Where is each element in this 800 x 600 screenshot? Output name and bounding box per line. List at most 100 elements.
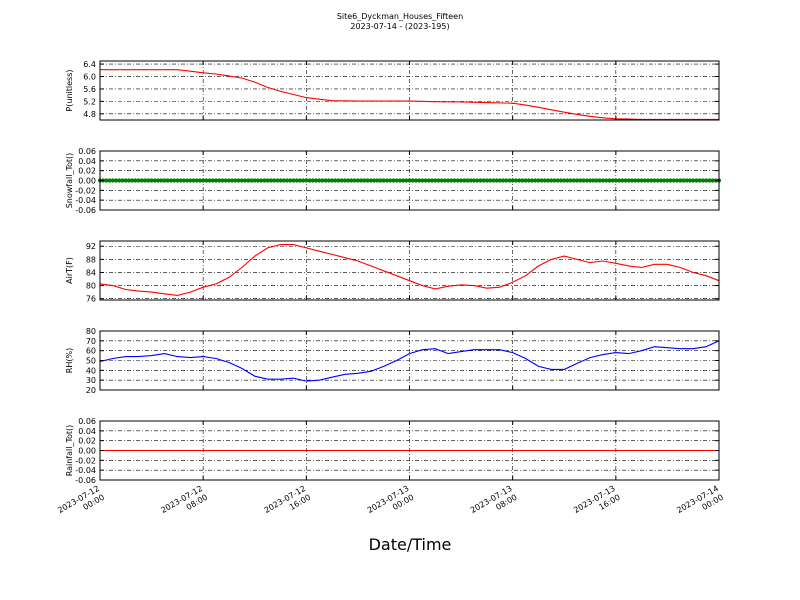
data-point (284, 178, 290, 183)
data-point (181, 178, 186, 183)
data-point (362, 178, 367, 183)
data-point (442, 178, 448, 183)
data-point (571, 178, 577, 183)
data-point (313, 178, 319, 183)
data-point (323, 178, 328, 183)
data-point (220, 178, 225, 183)
data-point (178, 178, 183, 183)
data-point (529, 178, 535, 183)
data-point (226, 178, 232, 183)
y-tick-label: 4.8 (83, 110, 96, 119)
data-point (159, 178, 164, 183)
data-point (491, 178, 496, 183)
data-point (139, 178, 145, 183)
data-point (600, 178, 606, 183)
data-point (500, 178, 506, 183)
data-point (149, 178, 154, 183)
data-point (616, 178, 622, 183)
data-point (558, 178, 564, 183)
data-point (704, 178, 709, 183)
y-tick-label: 50 (86, 357, 96, 366)
data-point (423, 178, 428, 183)
data-point (645, 178, 651, 183)
data-point (707, 178, 712, 183)
data-point (388, 178, 393, 183)
data-point (155, 178, 161, 183)
y-tick-label: 0.04 (78, 157, 96, 166)
data-point (252, 178, 257, 183)
data-point (687, 178, 693, 183)
data-point (117, 178, 122, 183)
panel-3: 76 80 84 88 92 AirT(F) (65, 240, 720, 304)
data-point (658, 178, 664, 183)
data-point (433, 178, 438, 183)
data-point (594, 178, 599, 183)
data-point (429, 178, 435, 183)
data-point (400, 178, 406, 183)
data-point (168, 178, 174, 183)
data-point (410, 178, 415, 183)
data-point (497, 178, 502, 183)
x-axis-label: Date/Time (369, 535, 452, 554)
data-point (281, 178, 286, 183)
panel-2: -0.06-0.04-0.020.000.020.040.06 Snowfall_… (65, 147, 722, 215)
data-point (462, 178, 467, 183)
data-point (133, 178, 138, 183)
y-tick-label: 60 (86, 347, 96, 356)
data-point (294, 178, 299, 183)
data-point (152, 178, 157, 183)
y-tick-label: 84 (86, 268, 96, 277)
data-point (162, 178, 167, 183)
y-axis-label: Snowfall_Tot() (65, 153, 74, 209)
data-point (255, 178, 261, 183)
data-point (375, 178, 380, 183)
data-point (136, 178, 141, 183)
series-line-airtemp (99, 244, 720, 296)
data-point (629, 178, 635, 183)
data-point (165, 178, 170, 183)
y-tick-label: 0.02 (78, 167, 96, 176)
data-point (381, 178, 386, 183)
data-point (439, 178, 444, 183)
data-point (546, 178, 551, 183)
data-point (523, 178, 528, 183)
y-tick-label: 92 (86, 242, 96, 251)
data-point (275, 178, 280, 183)
data-point (188, 178, 193, 183)
data-point (301, 178, 306, 183)
data-point (604, 178, 609, 183)
y-tick-label: 6.4 (83, 60, 96, 69)
y-tick-label: 0.00 (78, 177, 96, 186)
y-tick-label: 0.00 (78, 447, 96, 456)
data-point (242, 178, 248, 183)
data-point (636, 178, 641, 183)
y-tick-label: 76 (86, 295, 96, 304)
data-point (623, 178, 628, 183)
data-point (449, 178, 454, 183)
data-point (478, 178, 483, 183)
data-point (458, 178, 464, 183)
data-point (384, 178, 390, 183)
data-point (230, 178, 235, 183)
data-point (633, 178, 638, 183)
data-point (520, 178, 525, 183)
data-point (562, 178, 567, 183)
data-point (184, 178, 190, 183)
data-point (678, 178, 683, 183)
data-point (330, 178, 335, 183)
data-point (471, 178, 477, 183)
data-point (359, 178, 364, 183)
data-point (591, 178, 596, 183)
data-point (455, 178, 460, 183)
data-point (110, 178, 115, 183)
y-axis-label: AirT(F) (65, 257, 74, 284)
y-tick-label: 30 (86, 376, 96, 385)
data-point (655, 178, 660, 183)
data-point (307, 178, 312, 183)
data-point (568, 178, 573, 183)
data-point (368, 178, 373, 183)
